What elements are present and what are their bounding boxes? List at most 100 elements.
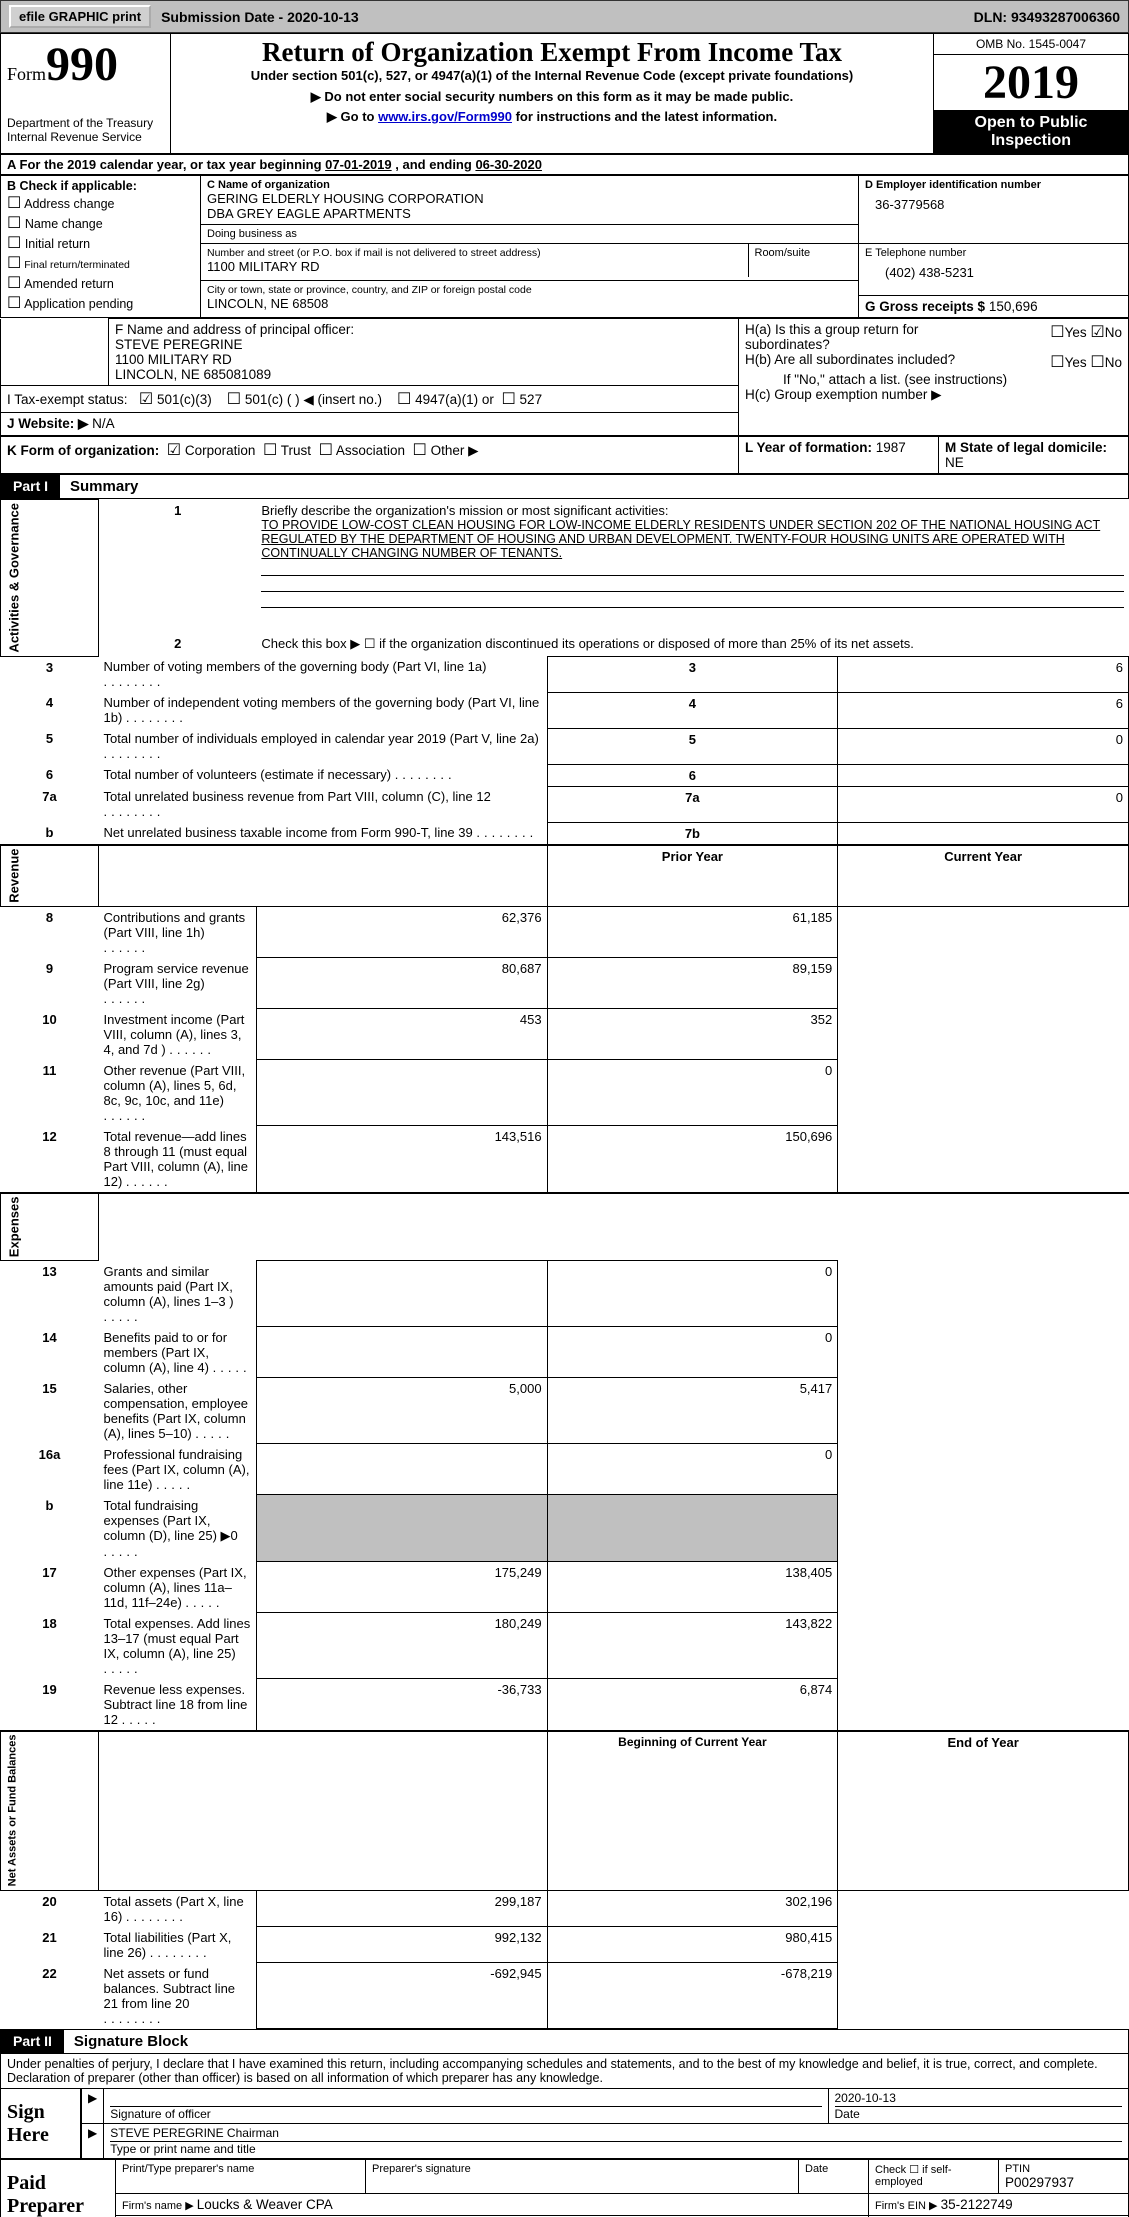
chk-527[interactable]: [501, 392, 515, 407]
part2-title: Signature Block: [64, 2030, 198, 2053]
officer-addr: 1100 MILITARY RD: [115, 352, 732, 367]
website-value: N/A: [92, 416, 115, 431]
boxM-lbl: M State of legal domicile:: [945, 440, 1107, 455]
part2-tag: Part II: [1, 2030, 64, 2053]
chk-name[interactable]: [7, 217, 21, 231]
box-h: H(a) Is this a group return for subordin…: [739, 319, 1129, 436]
part1-body: Activities & Governance 1 Briefly descri…: [0, 499, 1129, 2029]
suite-lbl: Room/suite: [755, 247, 853, 259]
ha-yes[interactable]: [1050, 325, 1064, 340]
chk-501c[interactable]: [227, 392, 241, 407]
chk-final[interactable]: [7, 259, 21, 271]
city-value: LINCOLN, NE 68508: [207, 296, 852, 311]
begin-year-hdr: Beginning of Current Year: [547, 1731, 838, 1890]
mission-text: TO PROVIDE LOW-COST CLEAN HOUSING FOR LO…: [261, 518, 1123, 560]
label-app-pending: Application pending: [24, 297, 133, 311]
rev-row-text: Investment income (Part VIII, column (A)…: [99, 1009, 257, 1060]
label-address-change: Address change: [24, 197, 114, 211]
public-inspection: Open to Public Inspection: [934, 111, 1129, 154]
net-row-text: Total liabilities (Part X, line 26) ....…: [99, 1927, 257, 1963]
sub3b: for instructions and the latest informat…: [512, 109, 777, 124]
efile-print-button[interactable]: efile GRAPHIC print: [9, 5, 151, 28]
boxB-title: B Check if applicable:: [7, 179, 194, 193]
hb-yes[interactable]: [1050, 355, 1064, 370]
chk-amended[interactable]: [7, 277, 21, 291]
box-c-city: City or town, state or province, country…: [201, 281, 859, 318]
exp-row-text: Other expenses (Part IX, column (A), lin…: [99, 1562, 257, 1613]
omb-number: OMB No. 1545-0047: [934, 34, 1128, 55]
sect-rev-label: Revenue: [1, 845, 99, 907]
label-amended: Amended return: [24, 277, 114, 291]
gov-row-text: Number of voting members of the governin…: [99, 656, 548, 692]
hb-no[interactable]: [1090, 355, 1104, 370]
sig-date: 2020-10-13: [835, 2091, 1123, 2107]
box-e: E Telephone number (402) 438-5231: [859, 244, 1128, 283]
form-url-link[interactable]: www.irs.gov/Form990: [378, 109, 512, 124]
box-l: L Year of formation: 1987: [739, 437, 939, 474]
exp-row-text: Professional fundraising fees (Part IX, …: [99, 1444, 257, 1495]
chk-4947[interactable]: [397, 392, 411, 407]
org-name-1: GERING ELDERLY HOUSING CORPORATION: [207, 191, 852, 206]
info-grid: B Check if applicable: Address change Na…: [0, 175, 1129, 318]
subtitle-3: ▶ Go to www.irs.gov/Form990 for instruct…: [177, 109, 927, 125]
form-id-cell: Form990 Department of the Treasury Inter…: [1, 34, 171, 154]
rev-row-text: Other revenue (Part VIII, column (A), li…: [99, 1060, 257, 1126]
box-e-g: E Telephone number (402) 438-5231 G Gros…: [859, 244, 1129, 318]
boxF-lbl: F Name and address of principal officer:: [115, 322, 732, 337]
boxG-lbl: G Gross receipts $: [865, 299, 989, 314]
exp-row-text: Total fundraising expenses (Part IX, col…: [99, 1495, 257, 1562]
officer-group: F Name and address of principal officer:…: [0, 318, 1129, 436]
box-k: K Form of organization: Corporation Trus…: [1, 437, 739, 474]
box-f: F Name and address of principal officer:…: [109, 319, 739, 386]
chk-initial[interactable]: [7, 237, 21, 251]
paid-preparer-label: Paid Preparer Use Only: [1, 2160, 116, 2217]
chk-address[interactable]: [7, 197, 21, 211]
gov-row-text: Total number of individuals employed in …: [99, 728, 548, 764]
section-a-tax-year: A For the 2019 calendar year, or tax yea…: [0, 154, 1129, 175]
boxC-lbl: C Name of organization: [207, 179, 852, 191]
name-title-lbl: Type or print name and title: [110, 2142, 1122, 2156]
sig-officer-lbl: Signature of officer: [110, 2107, 821, 2121]
subtitle-2: ▶ Do not enter social security numbers o…: [177, 89, 927, 105]
chk-501c3[interactable]: [139, 392, 153, 407]
opt-4947: 4947(a)(1) or: [415, 392, 494, 407]
chk-trust[interactable]: [263, 443, 277, 458]
boxL-lbl: L Year of formation:: [745, 440, 876, 455]
exp-row-text: Total expenses. Add lines 13–17 (must eq…: [99, 1613, 257, 1679]
sect-gov-label: Activities & Governance: [1, 500, 99, 657]
boxJ-lbl: J Website: ▶: [7, 416, 92, 431]
boxD-lbl: D Employer identification number: [865, 179, 1122, 191]
street-address: 1100 MILITARY RD: [207, 259, 742, 274]
firm-ein-lbl: Firm's EIN ▶: [875, 2200, 941, 2212]
self-employed-chk: Check ☐ if self-employed: [869, 2160, 999, 2194]
subtitle-1: Under section 501(c), 527, or 4947(a)(1)…: [177, 68, 927, 83]
part1-header: Part I Summary: [0, 474, 1129, 499]
state-domicile: NE: [945, 455, 964, 470]
boxE-lbl: E Telephone number: [865, 247, 1122, 259]
secA-end: 06-30-2020: [475, 157, 542, 172]
dept-irs: Internal Revenue Service: [7, 130, 164, 144]
rev-row-text: Contributions and grants (Part VIII, lin…: [99, 906, 257, 958]
ha-lbl: H(a) Is this a group return for subordin…: [745, 322, 975, 352]
chk-app-pending[interactable]: [7, 297, 21, 311]
gov-row-text: Number of independent voting members of …: [99, 692, 548, 728]
q1-label: Briefly describe the organization's miss…: [261, 503, 1123, 518]
city-lbl: City or town, state or province, country…: [207, 284, 852, 296]
submission-date-label: Submission Date - 2020-10-13: [161, 9, 359, 25]
h-note: If "No," attach a list. (see instruction…: [783, 372, 1122, 387]
chk-corp[interactable]: [167, 443, 181, 458]
chk-other[interactable]: [412, 443, 426, 458]
end-year-hdr: End of Year: [838, 1731, 1129, 1890]
year-formation: 1987: [876, 440, 906, 455]
secA-begin: 07-01-2019: [325, 157, 392, 172]
box-c-dba: Doing business as: [201, 225, 859, 244]
sect-exp-label: Expenses: [1, 1193, 99, 1261]
tax-year: 2019: [934, 55, 1128, 110]
ha-no[interactable]: [1090, 325, 1104, 340]
opt-assoc: Association: [336, 443, 405, 458]
boxI-lbl: I Tax-exempt status:: [7, 392, 128, 407]
chk-assoc[interactable]: [319, 443, 333, 458]
gov-row-text: Total unrelated business revenue from Pa…: [99, 786, 548, 822]
q2-text: Check this box ▶ ☐ if the organization d…: [256, 633, 1128, 656]
gov-row-text: Net unrelated business taxable income fr…: [99, 822, 548, 845]
